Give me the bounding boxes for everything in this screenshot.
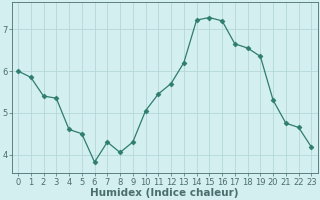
X-axis label: Humidex (Indice chaleur): Humidex (Indice chaleur) [91,188,239,198]
